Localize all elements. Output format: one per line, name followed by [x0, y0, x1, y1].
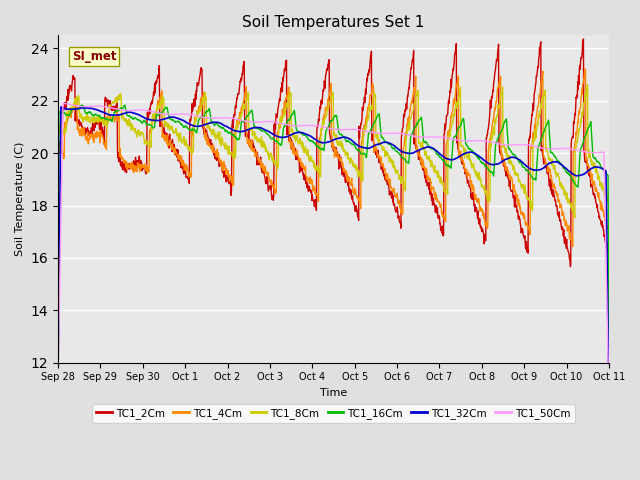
- TC1_16Cm: [378, 134, 385, 140]
- Line: TC1_2Cm: TC1_2Cm: [58, 39, 609, 267]
- Title: Soil Temperatures Set 1: Soil Temperatures Set 1: [243, 15, 424, 30]
- TC1_4Cm: [54, 143, 62, 149]
- TC1_8Cm: [238, 110, 246, 116]
- TC1_50Cm: [405, 132, 413, 138]
- TC1_16Cm: [464, 144, 472, 150]
- TC1_16Cm: [239, 118, 246, 124]
- TC1_32Cm: [548, 160, 556, 166]
- TC1_8Cm: [584, 82, 591, 88]
- TC1_8Cm: [571, 215, 579, 221]
- TC1_2Cm: [377, 159, 385, 165]
- TC1_32Cm: [464, 150, 472, 156]
- TC1_32Cm: [605, 405, 612, 411]
- TC1_32Cm: [239, 129, 246, 134]
- Y-axis label: Soil Temperature (C): Soil Temperature (C): [15, 142, 25, 256]
- Legend: TC1_2Cm, TC1_4Cm, TC1_8Cm, TC1_16Cm, TC1_32Cm, TC1_50Cm: TC1_2Cm, TC1_4Cm, TC1_8Cm, TC1_16Cm, TC1…: [92, 404, 575, 423]
- TC1_4Cm: [404, 120, 412, 126]
- TC1_4Cm: [377, 159, 385, 165]
- TC1_50Cm: [378, 131, 385, 136]
- TC1_50Cm: [464, 138, 472, 144]
- TC1_50Cm: [54, 376, 62, 382]
- TC1_8Cm: [463, 153, 471, 159]
- TC1_32Cm: [54, 370, 62, 376]
- TC1_4Cm: [463, 174, 471, 180]
- TC1_4Cm: [238, 103, 246, 109]
- TC1_32Cm: [405, 150, 413, 156]
- TC1_50Cm: [174, 111, 182, 117]
- TC1_16Cm: [605, 373, 612, 379]
- TC1_50Cm: [548, 146, 556, 152]
- Line: TC1_4Cm: TC1_4Cm: [58, 69, 609, 247]
- TC1_16Cm: [54, 335, 62, 341]
- TC1_50Cm: [59, 100, 67, 106]
- TC1_2Cm: [463, 180, 471, 186]
- TC1_16Cm: [405, 160, 413, 166]
- TC1_4Cm: [173, 153, 181, 158]
- TC1_4Cm: [547, 172, 555, 178]
- TC1_32Cm: [174, 116, 182, 121]
- TC1_2Cm: [580, 36, 588, 42]
- TC1_8Cm: [377, 142, 385, 148]
- TC1_8Cm: [605, 195, 612, 201]
- Line: TC1_16Cm: TC1_16Cm: [58, 105, 609, 376]
- Line: TC1_8Cm: TC1_8Cm: [58, 85, 609, 218]
- Text: SI_met: SI_met: [72, 50, 116, 63]
- TC1_16Cm: [174, 119, 182, 125]
- X-axis label: Time: Time: [320, 388, 347, 398]
- TC1_2Cm: [54, 139, 62, 145]
- TC1_2Cm: [547, 178, 555, 184]
- TC1_50Cm: [605, 401, 612, 407]
- TC1_2Cm: [566, 264, 574, 270]
- TC1_4Cm: [582, 66, 589, 72]
- TC1_8Cm: [404, 126, 412, 132]
- TC1_8Cm: [547, 157, 555, 163]
- TC1_2Cm: [605, 253, 612, 259]
- TC1_50Cm: [239, 118, 246, 123]
- TC1_32Cm: [378, 141, 385, 146]
- TC1_2Cm: [238, 71, 246, 76]
- Line: TC1_32Cm: TC1_32Cm: [58, 107, 609, 408]
- TC1_8Cm: [54, 123, 62, 129]
- TC1_2Cm: [404, 90, 412, 96]
- Line: TC1_50Cm: TC1_50Cm: [58, 103, 609, 404]
- TC1_4Cm: [569, 244, 577, 250]
- TC1_16Cm: [548, 149, 556, 155]
- TC1_2Cm: [173, 155, 181, 160]
- TC1_4Cm: [605, 228, 612, 233]
- TC1_16Cm: [78, 102, 86, 108]
- TC1_8Cm: [173, 133, 181, 139]
- TC1_32Cm: [57, 104, 65, 110]
